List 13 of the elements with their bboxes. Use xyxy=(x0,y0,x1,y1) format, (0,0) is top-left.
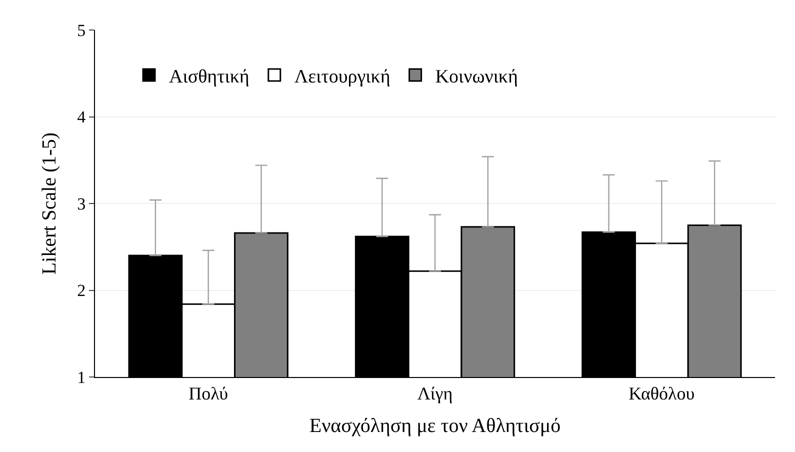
legend-label: Λειτουργική xyxy=(294,66,390,88)
legend-label: Κοινωνική xyxy=(435,66,518,88)
y-tick-label: 5 xyxy=(77,20,86,40)
y-tick-label: 1 xyxy=(77,368,86,387)
y-tick-label: 4 xyxy=(77,108,86,127)
y-axis-title: Likert Scale (1-5) xyxy=(38,132,61,275)
x-axis-title: Ενασχόληση με τον Αθλητισμό xyxy=(309,415,561,438)
y-tick-label: 2 xyxy=(77,281,86,300)
x-tick-label: Πολύ xyxy=(188,384,228,404)
legend-label: Αισθητική xyxy=(169,66,250,88)
y-tick-label: 3 xyxy=(77,194,86,214)
x-tick-label: Λίγη xyxy=(417,384,453,404)
x-tick-label: Καθόλου xyxy=(628,384,695,404)
